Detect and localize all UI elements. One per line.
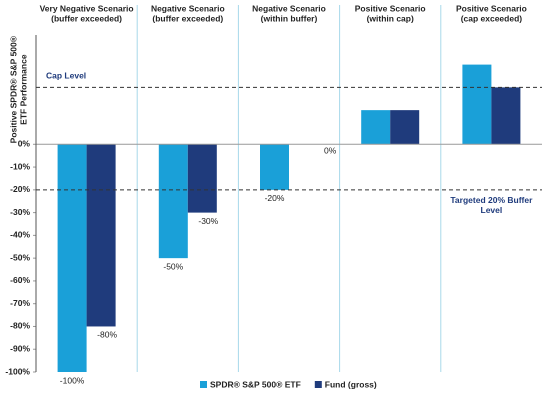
y-tick-label: -30% [10,207,30,217]
data-label: -50% [163,261,183,271]
bar [491,87,521,145]
y-axis-title-line: Positive SPDR® S&P 500® [8,35,18,143]
bar [187,144,217,213]
data-label: -30% [198,216,218,226]
y-axis-title-line: ETF Performance [18,54,28,125]
bar [86,144,116,327]
legend-label: Fund (gross) [325,379,377,389]
bar [462,64,492,145]
y-tick-label: -10% [10,161,30,171]
y-tick-label: -80% [10,321,30,331]
y-tick-label: -20% [10,184,30,194]
category-label: (within buffer) [261,13,318,23]
annotation: Cap Level [46,71,86,81]
bar [260,144,289,190]
y-tick-label: -40% [10,230,30,240]
data-label: 0% [324,146,337,156]
bar [57,144,87,372]
y-tick-label: 0% [18,139,31,149]
y-tick-label: -70% [10,298,30,308]
legend-swatch [314,381,322,388]
y-tick-label: -90% [10,343,30,353]
data-label: -20% [265,193,285,203]
bar [390,110,420,145]
category-label: Negative Scenario [252,3,326,13]
category-label: Negative Scenario [151,3,225,13]
category-label: Positive Scenario [355,3,426,13]
category-label: (cap exceeded) [461,13,523,23]
category-label: (buffer exceeded) [152,13,223,23]
y-tick-label: -50% [10,252,30,262]
annotation: Level [481,205,503,215]
data-label: -100% [60,375,85,385]
y-tick-label: -100% [5,366,30,376]
y-axis-title: Positive SPDR® S&P 500® ETF Performance [8,35,28,143]
data-label: -80% [97,330,117,340]
y-tick-label: -60% [10,275,30,285]
bar [158,144,188,259]
category-label: (buffer exceeded) [51,13,122,23]
legend-swatch [200,381,207,388]
legend-label: SPDR® S&P 500® ETF [210,379,301,389]
category-label: Very Negative Scenario [40,3,134,13]
category-label: Positive Scenario [456,3,527,13]
annotation: Targeted 20% Buffer [450,195,533,205]
category-label: (within cap) [367,13,414,23]
bar [361,110,391,145]
